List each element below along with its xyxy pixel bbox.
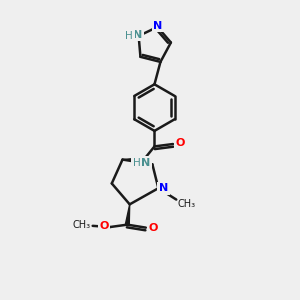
Text: O: O — [99, 221, 109, 231]
Text: N: N — [159, 183, 168, 193]
Text: CH₃: CH₃ — [73, 220, 91, 230]
Polygon shape — [125, 204, 130, 225]
Text: H: H — [133, 158, 140, 168]
Text: O: O — [176, 138, 185, 148]
Text: O: O — [148, 223, 158, 232]
Polygon shape — [122, 158, 144, 161]
Text: N: N — [153, 21, 163, 31]
Text: N: N — [141, 158, 150, 168]
Text: CH₃: CH₃ — [178, 199, 196, 209]
Text: H: H — [125, 31, 133, 41]
Text: N: N — [134, 30, 143, 40]
